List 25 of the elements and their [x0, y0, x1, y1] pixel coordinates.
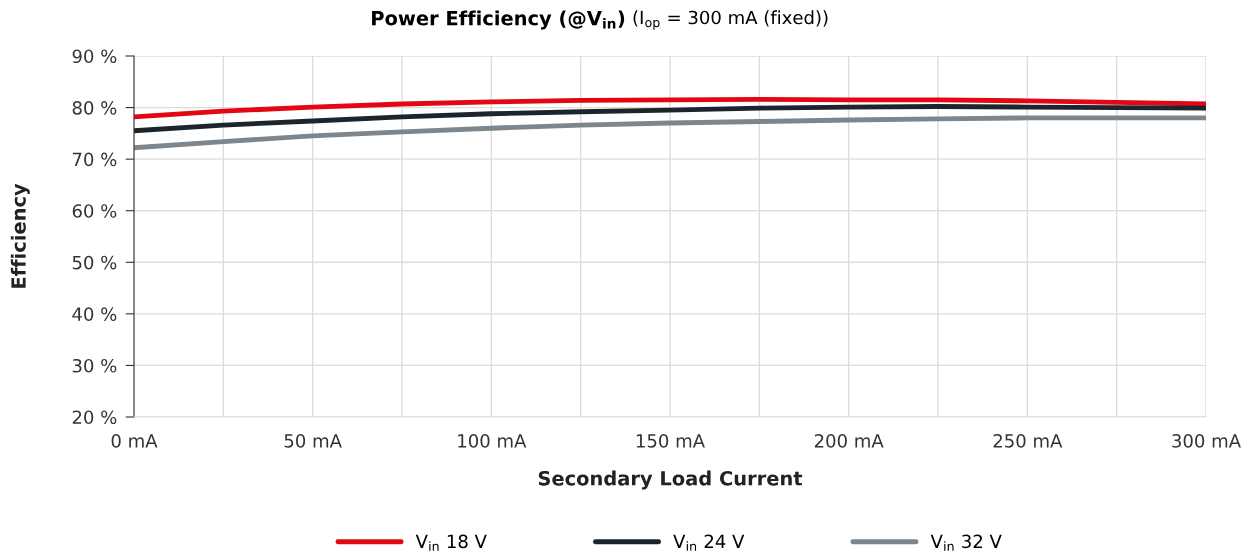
x-tick-label: 150 mA [636, 433, 705, 448]
y-tick-label: 60 % [72, 204, 117, 218]
y-tick-label: 30 % [72, 358, 117, 373]
y-tick-label: 80 % [72, 101, 117, 115]
y-tick-label: 50 % [72, 255, 117, 270]
line-series [134, 96, 1206, 120]
y-tick-label: 90 % [72, 49, 117, 64]
y-tick-label: 70 % [72, 152, 117, 167]
x-tick-label: 100 mA [458, 433, 527, 448]
legend-label: V$_{in}$ 18 V [415, 534, 487, 551]
x-tick-label: 250 mA [993, 433, 1063, 448]
legend-label: V$_{in}$ 24 V [673, 534, 745, 551]
line-series [134, 104, 1206, 134]
line-series [134, 115, 1206, 151]
x-axis-title: Secondary Load Current [538, 470, 803, 490]
x-tick-label: 300 mA [1172, 433, 1241, 448]
x-tick-label: 200 mA [814, 433, 884, 448]
x-tick-label: 0 mA [111, 433, 158, 448]
chart-title: Power Efficiency (@V$_{in}$) [372, 10, 625, 30]
y-tick-label: 20 % [72, 410, 117, 425]
chart-subtitle: (I$_{op}$ = 300 mA (fixed)) [633, 10, 828, 30]
x-tick-label: 50 mA [284, 433, 342, 448]
y-tick-label: 40 % [72, 307, 117, 321]
y-axis-title: Efficiency [10, 183, 30, 288]
legend-label: V$_{in}$ 32 V [930, 534, 1002, 551]
